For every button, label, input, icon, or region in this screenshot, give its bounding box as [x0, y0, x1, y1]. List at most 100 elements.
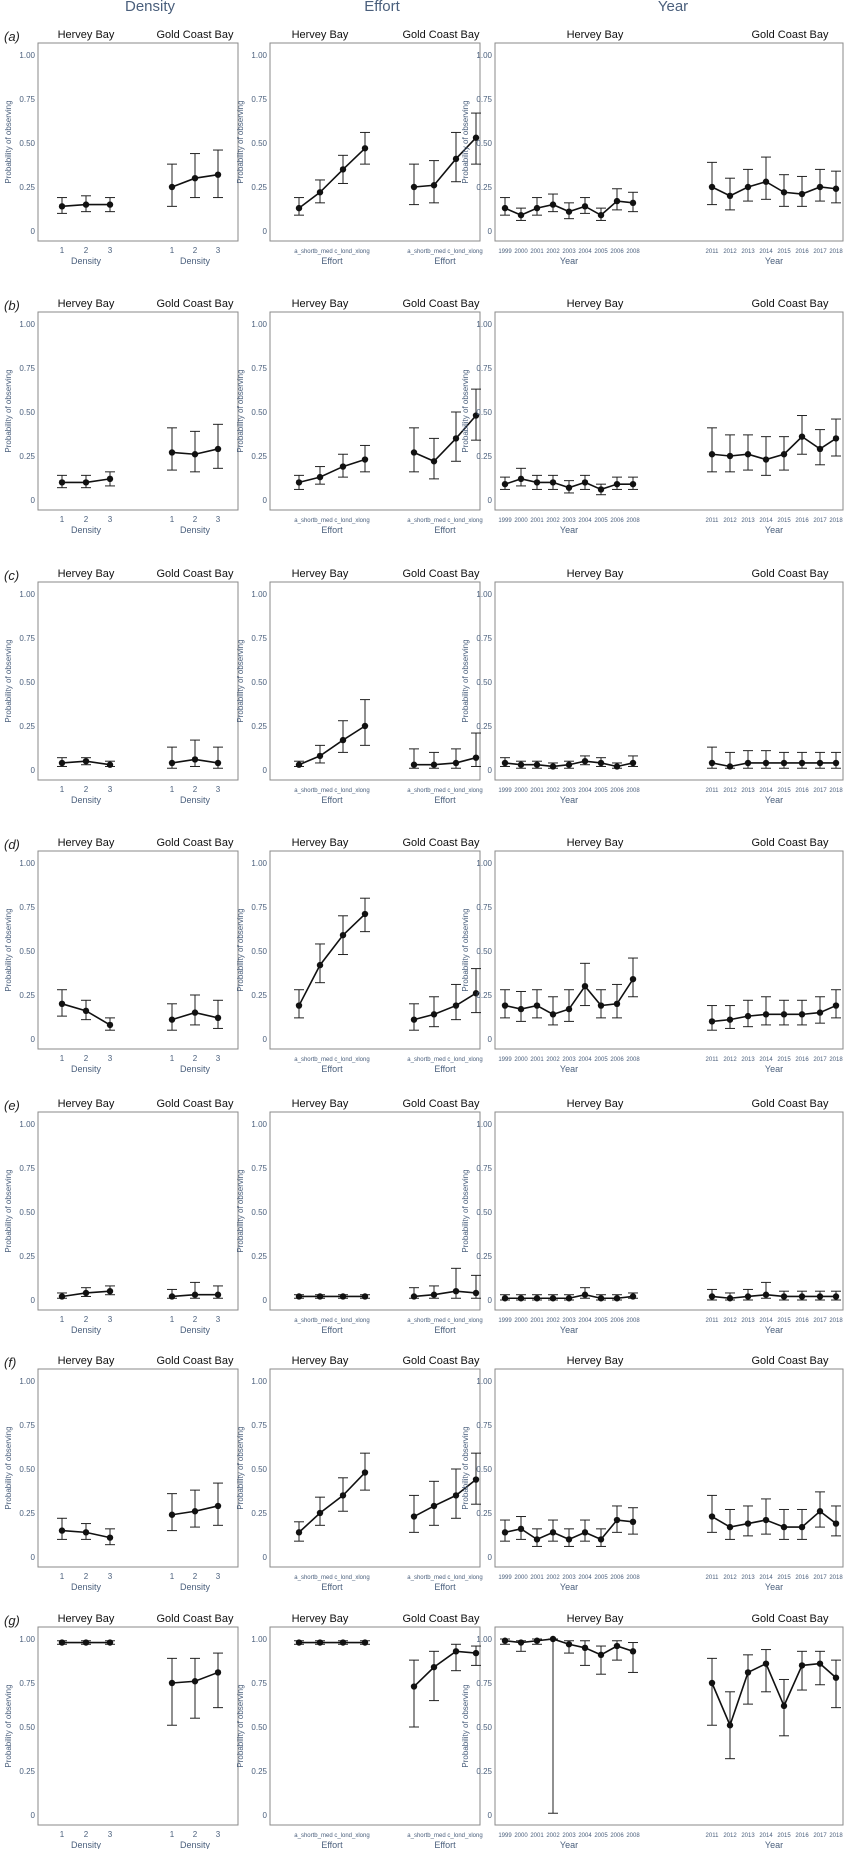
data-point [798, 433, 806, 440]
x-tick-label: 2008 [626, 518, 640, 524]
panel-title-gold-coast-bay: Gold Coast Bay [156, 29, 234, 41]
x-tick-label: 2 [84, 785, 89, 794]
x-tick-label: 2008 [626, 1833, 640, 1839]
series-line [413, 992, 477, 1021]
panel-frame [269, 311, 481, 511]
y-tick-label: 0.75 [476, 1679, 492, 1688]
y-axis-label: Probability of observing [461, 908, 470, 991]
y-tick-label: 0.25 [19, 183, 35, 192]
x-tick-label: 2018 [829, 1575, 843, 1581]
data-point [168, 1511, 176, 1518]
data-point [613, 1295, 621, 1302]
data-point [430, 458, 438, 465]
data-point [168, 449, 176, 456]
row-label: (g) [4, 1613, 20, 1628]
x-tick-label: 1 [60, 515, 65, 524]
x-tick-label: 2015 [777, 788, 791, 794]
y-tick-label: 0.75 [251, 1679, 267, 1688]
y-tick-label: 0.50 [476, 947, 492, 956]
y-axis-label: Probability of observing [236, 1684, 245, 1767]
panel-title-hervey-bay: Hervey Bay [567, 1355, 624, 1367]
y-tick-label: 0.75 [19, 1679, 35, 1688]
y-tick-label: 0.50 [19, 1208, 35, 1217]
x-tick-label: 3 [108, 246, 113, 255]
y-tick-label: 0 [488, 496, 493, 505]
y-axis-label: Probability of observing [461, 639, 470, 722]
x-axis-label: Year [765, 1582, 783, 1592]
x-axis-label: Year [560, 1582, 578, 1592]
data-point [168, 759, 176, 767]
y-tick-label: 0.75 [476, 364, 492, 373]
x-tick-label: 3 [216, 785, 221, 794]
x-tick-label: a_shortb_med c_lond_xlong [407, 518, 482, 524]
y-tick-label: 1.00 [476, 1635, 492, 1644]
data-point [629, 975, 637, 983]
series-line [413, 137, 477, 188]
x-tick-label: 2001 [530, 788, 544, 794]
x-tick-label: a_shortb_med c_lond_xlong [407, 788, 482, 794]
x-tick-label: 3 [108, 1315, 113, 1324]
data-point [339, 1639, 347, 1646]
data-point [214, 1291, 222, 1298]
panel-title-hervey-bay: Hervey Bay [292, 298, 349, 310]
x-tick-label: 2004 [578, 1833, 592, 1839]
y-tick-label: 1.00 [251, 590, 267, 599]
y-tick-label: 0.50 [476, 1723, 492, 1732]
x-axis-label: Density [180, 256, 211, 266]
x-tick-label: 2006 [610, 249, 624, 255]
panel-frame [37, 1111, 239, 1311]
data-point [82, 1639, 90, 1646]
data-point [708, 183, 716, 191]
y-tick-label: 0.50 [19, 947, 35, 956]
y-axis-label: Probability of observing [4, 908, 13, 991]
x-tick-label: 2016 [795, 1057, 809, 1063]
y-axis-label: Probability of observing [4, 1169, 13, 1252]
x-axis-label: Effort [321, 525, 343, 535]
y-tick-label: 0 [263, 1811, 268, 1820]
data-point [549, 1635, 557, 1643]
data-point [316, 752, 324, 760]
x-axis-label: Density [71, 1840, 102, 1849]
data-point [597, 1295, 605, 1302]
data-point [452, 759, 460, 767]
x-tick-label: 2015 [777, 1833, 791, 1839]
row-label: (a) [4, 29, 20, 44]
y-tick-label: 0.50 [19, 139, 35, 148]
y-tick-label: 0 [31, 496, 36, 505]
y-tick-label: 1.00 [251, 1635, 267, 1644]
y-tick-label: 1.00 [476, 859, 492, 868]
x-tick-label: 2018 [829, 518, 843, 524]
data-point [832, 1674, 840, 1681]
x-tick-label: 2004 [578, 1575, 592, 1581]
data-point [832, 1002, 840, 1009]
x-tick-label: 2008 [626, 788, 640, 794]
data-point [744, 1520, 752, 1527]
x-tick-label: 2000 [514, 1057, 528, 1063]
data-point [106, 1021, 114, 1029]
y-tick-label: 0.25 [251, 991, 267, 1000]
data-point [517, 761, 525, 768]
x-tick-label: a_shortb_med c_lond_xlong [294, 788, 369, 794]
data-point [613, 1516, 621, 1524]
data-point [798, 759, 806, 767]
y-tick-label: 0.25 [251, 722, 267, 731]
y-tick-label: 0 [31, 1811, 36, 1820]
x-tick-label: a_shortb_med c_lond_xlong [294, 1057, 369, 1063]
x-axis-label: Effort [321, 256, 343, 266]
series-line [298, 725, 366, 766]
x-tick-label: 2015 [777, 1318, 791, 1324]
data-point [361, 910, 369, 918]
series-line [413, 1650, 477, 1688]
y-tick-label: 0.75 [19, 634, 35, 643]
y-tick-label: 0.75 [19, 903, 35, 912]
x-axis-label: Year [560, 1325, 578, 1335]
data-point [533, 1637, 541, 1644]
x-tick-label: 1 [170, 1054, 175, 1063]
data-point [744, 451, 752, 458]
data-point [613, 1000, 621, 1007]
data-point [501, 480, 509, 488]
data-point [780, 1702, 788, 1710]
x-tick-label: 2001 [530, 1318, 544, 1324]
y-tick-label: 0 [488, 1553, 493, 1562]
